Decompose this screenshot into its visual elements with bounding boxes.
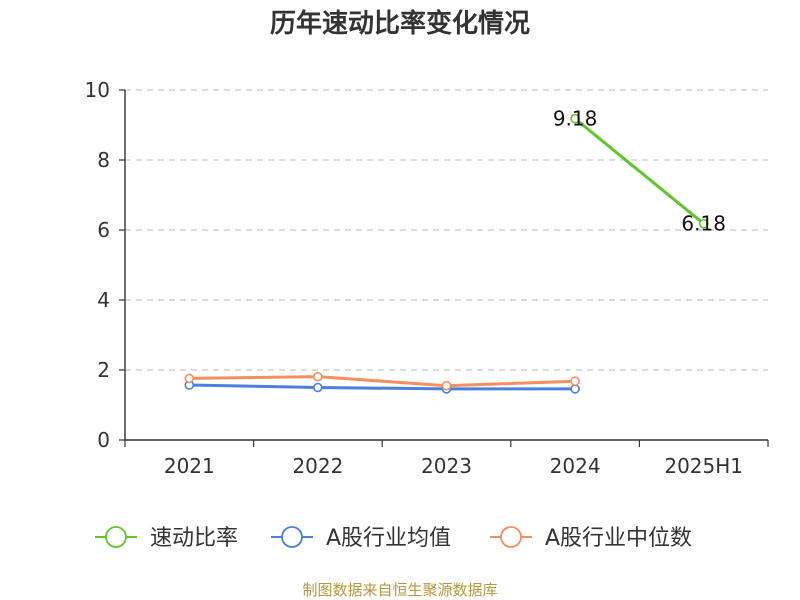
chart-title: 历年速动比率变化情况: [270, 8, 530, 39]
legend-label-2: A股行业中位数: [545, 526, 692, 551]
axes: 0 2 4 6 8 10 2021 2022 2023 2024 2025H1: [85, 78, 769, 478]
x-tick-label-2022: 2022: [292, 454, 343, 478]
source-note: 制图数据来自恒生聚源数据库: [302, 581, 497, 599]
y-tick-label-6: 6: [97, 218, 110, 242]
legend-label-0: 速动比率: [150, 526, 238, 551]
series: [184, 113, 709, 394]
series-line-1: [189, 383, 576, 391]
y-tick-label-2: 2: [97, 358, 110, 382]
y-tick-label-8: 8: [97, 148, 110, 172]
legend-marker-1: [281, 526, 303, 548]
data-label-2025H1: 6.18: [681, 212, 726, 236]
y-tick-label-10: 10: [85, 78, 110, 102]
x-tick-label-2021: 2021: [164, 454, 215, 478]
legend[interactable]: 速动比率 A股行业均值 A股行业中位数: [95, 526, 692, 551]
data-labels: 9.18 6.18: [553, 107, 726, 236]
y-tick-label-0: 0: [97, 428, 110, 452]
series-2-point-2023: [441, 380, 452, 391]
legend-item-1[interactable]: A股行业均值: [271, 526, 451, 551]
series-2-point-2021: [184, 373, 195, 384]
y-tick-label-4: 4: [97, 288, 110, 312]
series-2-point-2022: [313, 371, 323, 382]
series-1-point-2022: [313, 382, 323, 393]
x-tick-label-2023: 2023: [421, 454, 472, 478]
series-1-point-2024: [570, 384, 580, 394]
series-0-point-2024: [570, 113, 580, 124]
series-line-0: [574, 117, 705, 225]
legend-marker-0: [105, 526, 127, 548]
legend-marker-2: [500, 526, 522, 548]
legend-item-0[interactable]: 速动比率: [95, 526, 238, 551]
grid: [125, 89, 768, 371]
series-line-2: [189, 375, 576, 388]
legend-label-1: A股行业均值: [326, 526, 451, 551]
legend-item-2[interactable]: A股行业中位数: [490, 526, 692, 551]
data-label-2024: 9.18: [553, 107, 598, 131]
series-0-point-2025H1: [698, 218, 709, 229]
x-tick-label-2024: 2024: [550, 454, 601, 478]
x-tick-label-2025H1: 2025H1: [664, 454, 743, 478]
series-2-point-2024: [570, 376, 580, 387]
